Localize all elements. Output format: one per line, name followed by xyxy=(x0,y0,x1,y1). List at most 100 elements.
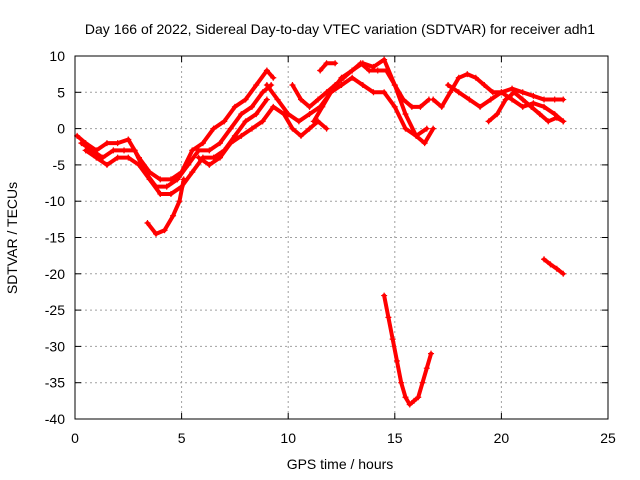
point-trail xyxy=(239,104,254,117)
series-arc-2 xyxy=(78,82,275,190)
point-trail xyxy=(488,90,504,102)
point-trail xyxy=(350,61,365,73)
point-trail xyxy=(83,141,99,153)
point-trail xyxy=(264,83,280,102)
point-trail xyxy=(254,68,269,88)
point-trail xyxy=(177,177,186,204)
point-trail xyxy=(296,112,312,124)
point-trail xyxy=(275,97,291,117)
data-layer xyxy=(74,56,567,408)
x-axis-label: GPS time / hours xyxy=(287,456,394,472)
x-tick-label: 15 xyxy=(387,430,403,446)
point-trail xyxy=(254,97,269,117)
point-trail xyxy=(232,119,248,138)
x-tick-label: 5 xyxy=(178,430,186,446)
point-trail xyxy=(83,148,99,160)
point-trail xyxy=(271,104,286,117)
data-point xyxy=(180,176,187,183)
data-point xyxy=(560,118,567,125)
point-trail xyxy=(446,83,461,95)
point-trail xyxy=(371,57,387,69)
point-trail xyxy=(243,83,259,102)
point-trail xyxy=(392,104,408,131)
point-trail xyxy=(90,148,105,160)
point-trail xyxy=(420,366,429,385)
point-trail xyxy=(439,90,453,109)
point-trail xyxy=(386,315,395,342)
point-trail xyxy=(228,133,244,146)
point-trail xyxy=(126,155,141,167)
y-tick-label: -20 xyxy=(45,266,65,282)
data-point xyxy=(270,74,277,81)
series-arc-8 xyxy=(310,56,437,147)
x-tick-label: 25 xyxy=(600,430,616,446)
point-trail xyxy=(478,97,493,109)
data-point xyxy=(428,350,435,357)
point-trail xyxy=(328,75,344,95)
point-trail xyxy=(399,380,408,400)
series-arc-14 xyxy=(541,256,567,277)
y-tick-label: 10 xyxy=(49,48,65,64)
point-trail xyxy=(217,126,233,146)
point-trail xyxy=(290,83,303,102)
point-trail xyxy=(136,162,152,182)
point-trail xyxy=(307,104,323,117)
data-point xyxy=(430,125,437,132)
y-tick-label: -30 xyxy=(45,338,65,354)
point-trail xyxy=(200,126,216,146)
point-trail xyxy=(339,75,355,88)
point-trail xyxy=(456,90,472,102)
grid xyxy=(75,56,608,419)
y-tick-label: -25 xyxy=(45,302,65,318)
point-trail xyxy=(554,266,566,276)
point-trail xyxy=(222,104,237,124)
y-tick-label: 5 xyxy=(57,84,65,100)
point-trail xyxy=(185,148,201,167)
point-trail xyxy=(382,90,397,109)
data-point xyxy=(263,96,270,103)
series-arc-13 xyxy=(485,89,567,125)
point-trail xyxy=(382,293,391,320)
series-arc-10 xyxy=(381,292,435,408)
point-trail xyxy=(207,155,222,167)
x-tick-label: 0 xyxy=(71,430,79,446)
point-trail xyxy=(286,112,301,124)
point-trail xyxy=(403,112,419,138)
y-tick-label: 0 xyxy=(57,121,65,137)
point-trail xyxy=(542,104,557,117)
data-point xyxy=(560,270,567,277)
point-trail xyxy=(510,97,525,109)
point-trail xyxy=(145,220,159,236)
point-trail xyxy=(416,380,425,400)
point-trail xyxy=(243,112,259,124)
point-trail xyxy=(190,141,205,153)
point-trail xyxy=(424,351,434,371)
point-trail xyxy=(232,97,248,109)
chart-title: Day 166 of 2022, Sidereal Day-to-day VTE… xyxy=(85,21,595,37)
point-trail xyxy=(316,119,329,131)
point-trail xyxy=(390,337,399,363)
ticks: 0 5 10 15 20 25 -40 -35 -30 -25 -20 -15 -10 -5 0 5 10 xyxy=(45,48,616,446)
x-tick-label: 10 xyxy=(280,430,296,446)
point-trail xyxy=(260,104,276,124)
point-trail xyxy=(196,155,212,167)
data-point xyxy=(332,60,339,67)
data-point xyxy=(323,125,330,132)
series-arc-5 xyxy=(195,103,330,168)
point-trail xyxy=(320,90,333,109)
point-trail xyxy=(554,115,566,124)
point-trail xyxy=(418,97,431,109)
point-trail xyxy=(495,97,508,117)
point-trail xyxy=(394,358,404,385)
point-trail xyxy=(171,199,182,218)
point-trail xyxy=(422,126,436,146)
point-trail xyxy=(360,83,376,95)
point-trail xyxy=(311,104,325,124)
point-trail xyxy=(249,90,265,109)
point-trail xyxy=(350,75,365,88)
point-trail xyxy=(162,213,176,233)
point-trail xyxy=(207,141,222,153)
point-trail xyxy=(414,126,429,138)
series-arc-11 xyxy=(430,71,567,110)
